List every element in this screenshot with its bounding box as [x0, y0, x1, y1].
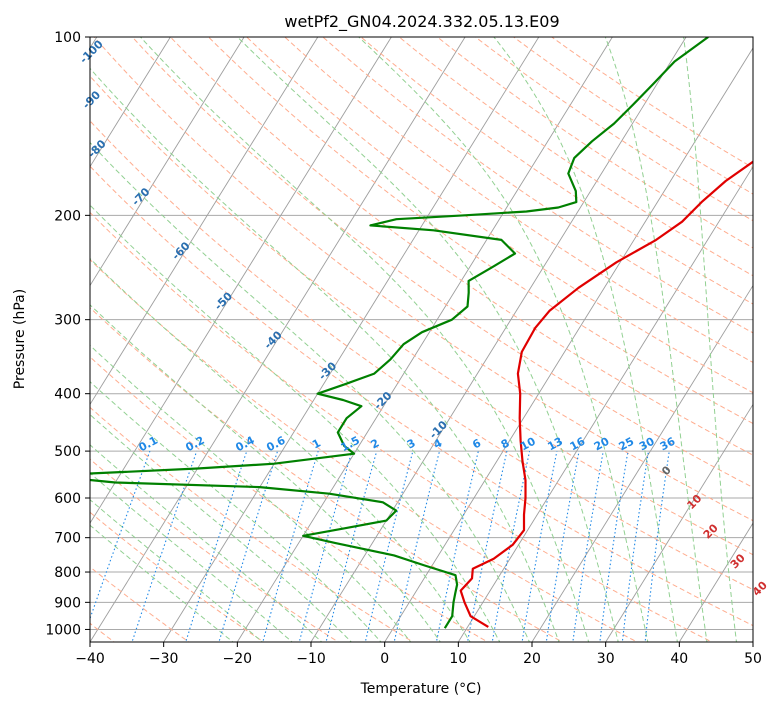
- moist-adiabat-line: [90, 472, 293, 642]
- isotherm-line: [531, 284, 753, 642]
- dry-adiabat-line: [90, 165, 753, 627]
- mixing-ratio-label: 30: [637, 435, 657, 454]
- isotherm-line: [163, 37, 540, 642]
- x-axis-label: Temperature (°C): [360, 681, 482, 697]
- moist-adiabat-line: [139, 37, 590, 642]
- mixing-ratio-line: [364, 450, 414, 642]
- chart-title: wetPf2_GN04.2024.332.05.13.E09: [284, 12, 559, 32]
- mixing-ratio-label: 16: [568, 435, 588, 454]
- moist-adiabat-line: [493, 37, 678, 642]
- moist-adiabat-line: [90, 67, 560, 642]
- moist-adiabat-line: [90, 141, 530, 642]
- axis-ticks: −40 −30 −20 −10 0 10 20 30 40 50 100 200 300 400 500 60…: [45, 30, 762, 667]
- dry-adiabat-line: [93, 37, 753, 522]
- moist-adiabat-line: [683, 37, 737, 642]
- x-tick-label: −30: [149, 651, 179, 667]
- moist-adiabat-line: [357, 37, 649, 642]
- dry-adiabat-line: [207, 37, 753, 425]
- mixing-ratio-line: [131, 450, 198, 642]
- dewpoint-line: [90, 37, 709, 629]
- x-tick-label: −20: [223, 651, 253, 667]
- y-tick-label: 200: [54, 208, 81, 224]
- isotherm-line: [236, 37, 613, 642]
- mixing-ratio-label: 36: [658, 435, 678, 454]
- y-tick-label: 400: [54, 387, 81, 403]
- moist-adiabat-line: [90, 381, 382, 642]
- profile-lines: [90, 37, 753, 629]
- y-tick-label: 300: [54, 313, 81, 329]
- moist-adiabat-line: [236, 37, 619, 642]
- plot-frame: [89, 36, 754, 643]
- x-tick-label: 50: [744, 651, 762, 667]
- mixing-ratio-label: 13: [545, 435, 565, 454]
- isotherm-line: [90, 37, 245, 287]
- isotherm-line: [90, 37, 319, 406]
- isotherm-line: [90, 37, 466, 642]
- y-axis-label: Pressure (hPa): [12, 289, 28, 389]
- y-tick-label: 600: [54, 491, 81, 507]
- isotherm-line: [90, 37, 392, 524]
- x-tick-label: 0: [380, 651, 389, 667]
- mixing-ratio-label: 25: [617, 435, 637, 454]
- mixing-ratio-line: [491, 450, 531, 642]
- y-tick-label: 900: [54, 595, 81, 611]
- mixing-ratio-line: [325, 450, 378, 642]
- moist-adiabat-line: [90, 499, 264, 642]
- x-tick-label: −40: [75, 651, 105, 667]
- isotherm-line: [90, 37, 171, 168]
- dry-adiabat-line: [284, 37, 753, 364]
- y-tick-label: 800: [54, 565, 81, 581]
- x-tick-label: 20: [523, 651, 541, 667]
- x-tick-label: 30: [597, 651, 615, 667]
- y-tick-label: 100: [54, 30, 81, 46]
- temperature-line: [459, 160, 753, 628]
- moist-adiabat-line: [90, 524, 234, 642]
- dry-adiabat-line: [90, 258, 639, 642]
- moist-adiabat-line: [90, 204, 501, 642]
- mixing-ratio-line: [393, 450, 441, 642]
- mixing-ratio-line: [298, 450, 353, 642]
- isotherm-line: [605, 403, 753, 642]
- dry-adiabat-line: [90, 307, 564, 642]
- y-tick-label: 700: [54, 531, 81, 547]
- mixing-ratio-line: [466, 450, 508, 642]
- moist-adiabat-line: [90, 257, 471, 642]
- dry-adiabat-line: [90, 511, 265, 642]
- dry-adiabat-line: [90, 211, 713, 642]
- background-lines: [90, 37, 753, 642]
- dry-adiabat-line: [245, 37, 753, 394]
- moist-adiabat-line: [604, 37, 708, 642]
- x-tick-label: 10: [449, 651, 467, 667]
- y-tick-label: 1000: [45, 622, 81, 638]
- isotherm-line: [678, 522, 753, 642]
- mixing-ratio-line: [262, 450, 319, 642]
- plot-background: [90, 37, 753, 642]
- mixing-ratio-label: 10: [518, 435, 538, 454]
- isotherm-line: [457, 165, 753, 642]
- mixing-ratio-line: [185, 450, 248, 642]
- mixing-ratio-line: [435, 450, 479, 642]
- mixing-ratio-label: 20: [592, 435, 612, 454]
- x-tick-label: 40: [670, 651, 688, 667]
- x-tick-label: −10: [296, 651, 326, 667]
- dry-adiabat-line: [169, 37, 753, 456]
- isotherm-line: [752, 641, 753, 642]
- dry-adiabat-line: [90, 406, 414, 642]
- y-tick-label: 500: [54, 444, 81, 460]
- moist-adiabat-line: [90, 444, 323, 642]
- mixing-ratio-line: [521, 450, 558, 642]
- mixing-ratio-line: [218, 450, 279, 642]
